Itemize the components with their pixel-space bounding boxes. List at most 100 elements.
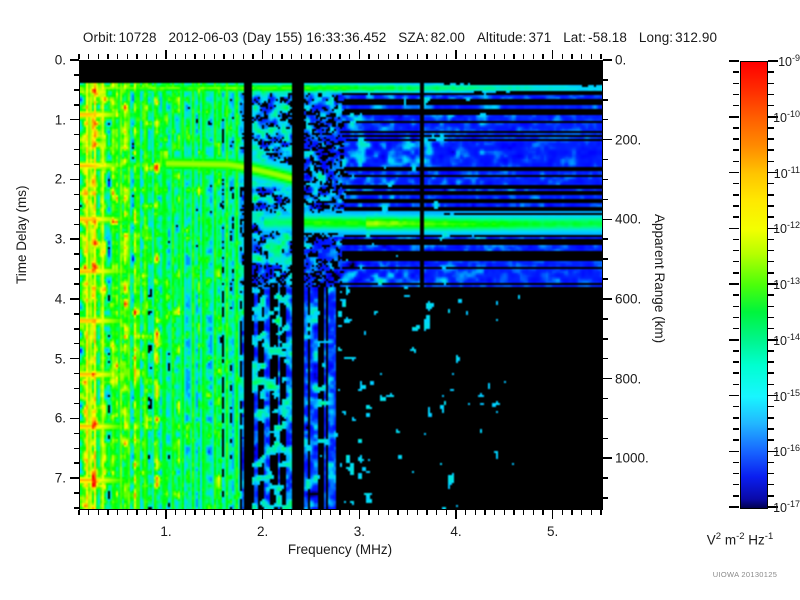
x-axis-tick-label: 5. [547, 524, 559, 539]
colorbar-minor-tick [768, 194, 774, 196]
altitude-field: Altitude: 371 [477, 30, 552, 45]
y-axis-left-minor-tick [74, 462, 79, 464]
x-axis-top-minor-tick [406, 54, 409, 59]
x-axis-top-minor-tick [590, 54, 593, 59]
y-axis-right-minor-tick [603, 397, 608, 400]
colorbar-tick-label: 10-14 [773, 331, 800, 348]
x-axis-bottom-minor-tick [377, 510, 380, 515]
y-axis-right-minor-tick [603, 338, 608, 340]
colorbar-minor-tick [733, 417, 739, 419]
colorbar-minor-tick [733, 316, 739, 319]
x-axis-bottom-minor-tick [203, 510, 206, 515]
x-axis-top-minor-tick [484, 54, 486, 59]
colorbar-tick-label: 10-13 [773, 275, 800, 293]
x-axis-top-minor-tick [242, 54, 245, 59]
x-axis-top-major-tick [165, 50, 167, 59]
y-axis-right-minor-tick [603, 198, 608, 201]
colorbar-minor-tick [733, 93, 739, 96]
colorbar-minor-tick [768, 483, 774, 486]
x-axis-top-minor-tick [571, 54, 573, 59]
y-axis-left-minor-tick [74, 447, 79, 450]
y-axis-left-major-tick [70, 118, 79, 121]
colorbar-major-tick [768, 283, 778, 285]
x-axis-top-minor-tick [435, 54, 438, 59]
colorbar-minor-tick [768, 238, 774, 241]
x-axis-top-minor-tick [97, 54, 100, 59]
x-axis-bottom-minor-tick [368, 510, 370, 515]
y-axis-left-tick-label: 2. [54, 171, 66, 187]
x-axis-top-minor-tick [600, 54, 602, 59]
x-axis-bottom-minor-tick [126, 510, 129, 515]
colorbar-minor-tick [733, 249, 739, 252]
colorbar-major-tick [729, 339, 739, 341]
colorbar-major-tick [729, 506, 739, 508]
y-axis-right-major-tick [603, 59, 612, 61]
y-axis-left-tick-label: 5. [54, 351, 66, 367]
x-axis-bottom-minor-tick [300, 510, 303, 515]
sza-field: SZA: 82.00 [398, 30, 465, 45]
colorbar-minor-tick [733, 294, 739, 296]
x-axis-top-minor-tick [136, 54, 138, 59]
y-axis-left-minor-tick [74, 193, 79, 196]
datetime-value: 2012-06-03 (Day 155) 16:33:36.452 [168, 30, 387, 45]
x-axis-top-minor-tick [522, 54, 525, 59]
y-axis-left-minor-tick [74, 328, 79, 330]
x-axis-top-minor-tick [493, 54, 496, 59]
x-axis-top-minor-tick [339, 54, 341, 59]
colorbar-minor-tick [733, 238, 739, 241]
colorbar-minor-tick [733, 383, 739, 386]
x-axis-tick-label: 2. [257, 524, 269, 539]
y-axis-right-tick-label: 200. [615, 132, 642, 148]
y-axis-left-tick-label: 6. [54, 410, 66, 426]
x-axis-bottom-minor-tick [145, 510, 148, 515]
x-axis-top-major-tick [261, 50, 264, 59]
colorbar-minor-tick [768, 361, 774, 363]
x-axis-top-minor-tick [580, 54, 583, 59]
x-axis-top-minor-tick [223, 54, 225, 59]
lat-field: Lat: -58.18 [563, 30, 627, 45]
colorbar-minor-tick [768, 149, 774, 151]
colorbar-minor-tick [733, 439, 739, 441]
colorbar-minor-tick [733, 327, 739, 330]
colorbar-minor-tick [768, 316, 774, 319]
x-axis-top-minor-tick [203, 54, 206, 59]
x-axis-bottom-minor-tick [174, 510, 177, 515]
y-axis-right-tick-label: 400. [615, 211, 642, 227]
x-axis-top-minor-tick [310, 54, 312, 59]
y-axis-left-minor-tick [74, 387, 79, 390]
y-axis-right-minor-tick [603, 158, 608, 161]
x-axis-bottom-minor-tick [435, 510, 438, 515]
x-axis-top-minor-tick [426, 54, 428, 59]
colorbar-minor-tick [733, 82, 739, 85]
colorbar-minor-tick [768, 439, 774, 441]
colorbar-major-tick [768, 171, 778, 174]
y-axis-right-major-tick [603, 138, 612, 141]
x-axis-top-minor-tick [387, 54, 390, 59]
colorbar-tick-label: 10-16 [773, 443, 800, 460]
x-axis-bottom-minor-tick [387, 510, 390, 515]
orbit-value: 10728 [118, 30, 157, 45]
lat-value: -58.18 [588, 30, 628, 45]
colorbar-major-tick [729, 116, 739, 118]
ionogram-plot-area [79, 60, 603, 510]
colorbar-minor-tick [733, 182, 739, 185]
colorbar-major-tick [768, 394, 778, 397]
colorbar-tick-label: 10-9 [778, 52, 800, 70]
x-axis-bottom-minor-tick [484, 510, 486, 515]
colorbar-minor-tick [733, 205, 739, 207]
x-axis-bottom-minor-tick [136, 510, 138, 515]
x-axis-bottom-minor-tick [416, 510, 419, 515]
y-axis-right-minor-tick [603, 238, 608, 240]
colorbar-minor-tick [768, 405, 774, 408]
x-axis-top-minor-tick [155, 54, 158, 59]
colorbar-tick-label: 10-15 [773, 387, 800, 404]
colorbar-minor-tick [733, 405, 739, 408]
x-axis-top-minor-tick [252, 54, 254, 59]
y-axis-left-major-tick [70, 59, 79, 61]
colorbar-units-label: V2 m-2 Hz-1 [706, 531, 774, 548]
colorbar-major-tick [768, 339, 778, 341]
y-axis-left-minor-tick [74, 268, 79, 270]
colorbar-minor-tick [733, 483, 739, 486]
colorbar-minor-tick [768, 216, 774, 218]
colorbar-minor-tick [768, 428, 774, 430]
